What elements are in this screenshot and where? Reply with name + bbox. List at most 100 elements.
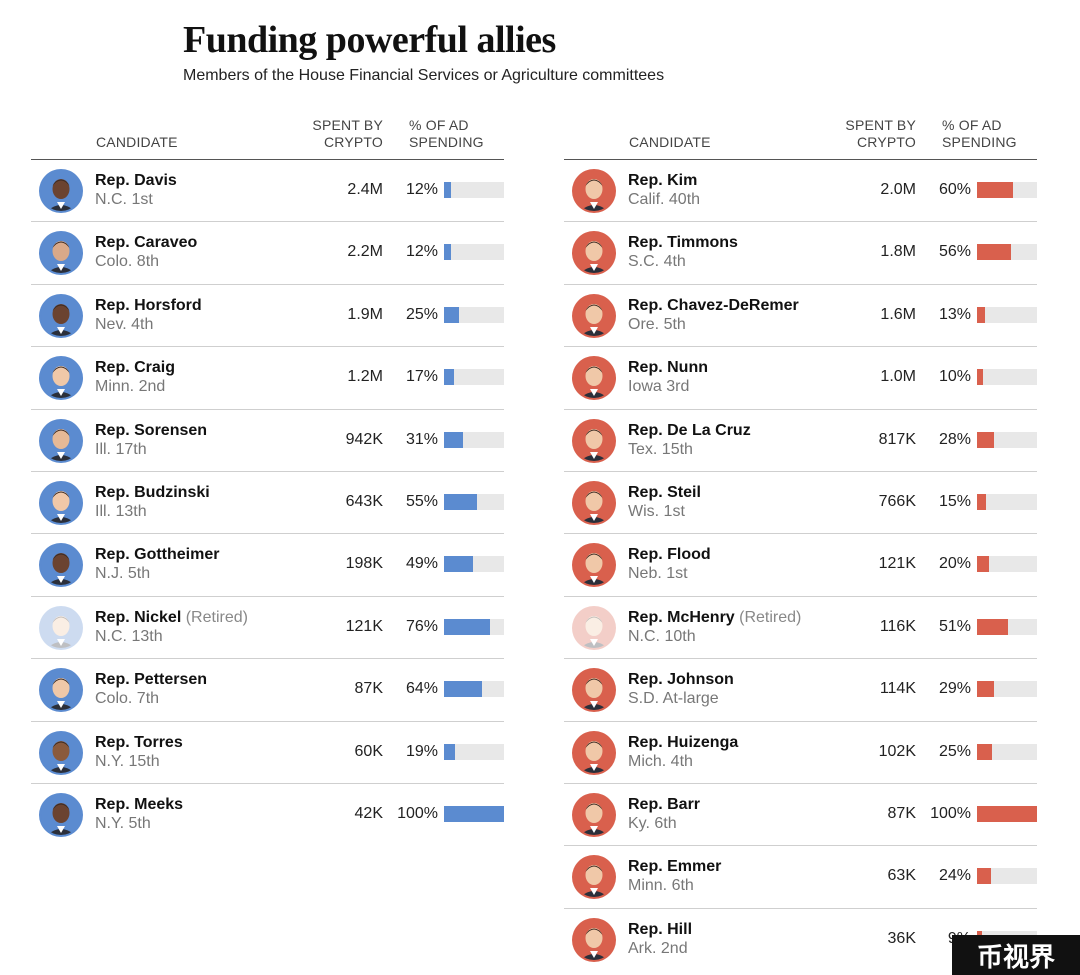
- candidate-portrait-icon: [39, 356, 83, 401]
- pct-bar: [977, 618, 1008, 635]
- candidate-name: Rep. Davis: [95, 172, 177, 190]
- candidate-name-text: Rep. Budzinski: [95, 483, 210, 501]
- table-row: Rep. Caraveo Colo. 8th 2.2M 12%: [31, 222, 504, 285]
- pct-bar-track: [977, 369, 1037, 386]
- candidate-name: Rep. Barr: [628, 796, 700, 814]
- spent-value: 87K: [354, 680, 383, 698]
- candidate-district: Tex. 15th: [628, 440, 693, 458]
- candidate-portrait-icon: [572, 418, 616, 463]
- spent-value: 121K: [345, 617, 383, 635]
- header-candidate: CANDIDATE: [96, 134, 178, 150]
- pct-bar: [444, 369, 455, 386]
- watermark-logo: 币视界: [952, 935, 1080, 975]
- pct-bar-track: [977, 681, 1037, 698]
- pct-bar: [444, 182, 452, 198]
- candidate-district: Neb. 1st: [628, 565, 688, 583]
- spent-value: 198K: [345, 555, 383, 573]
- candidate-portrait-icon: [572, 356, 616, 401]
- chart-title: Funding powerful allies: [183, 19, 556, 61]
- table-row: Rep. Huizenga Mich. 4th 102K 25%: [564, 722, 1037, 784]
- pct-bar-track: [444, 805, 504, 822]
- candidate-name: Rep. Torres: [95, 734, 183, 752]
- pct-bar: [977, 868, 992, 885]
- candidate-portrait-icon: [572, 543, 616, 588]
- candidate-name-text: Rep. Horsford: [95, 296, 202, 314]
- pct-bar-track: [444, 369, 504, 386]
- candidate-name-text: Rep. Johnson: [628, 671, 734, 689]
- table-row: Rep. Davis N.C. 1st 2.4M 12%: [31, 160, 504, 223]
- candidate-district: N.C. 1st: [95, 191, 153, 208]
- spent-value: 114K: [879, 680, 916, 698]
- pct-bar: [444, 681, 483, 698]
- candidate-name: Rep. Caraveo: [95, 234, 197, 252]
- table-row: Rep. Nickel (Retired) N.C. 13th 121K 76%: [31, 597, 504, 660]
- candidate-portrait-icon: [39, 668, 83, 713]
- spent-value: 36K: [887, 929, 916, 947]
- candidate-name: Rep. Craig: [95, 359, 175, 377]
- candidate-district: Minn. 6th: [628, 877, 694, 895]
- candidate-name-text: Rep. McHenry: [628, 608, 735, 626]
- candidate-name: Rep. De La Cruz: [628, 422, 751, 440]
- pct-bar: [444, 244, 452, 261]
- table-row: Rep. Meeks N.Y. 5th 42K 100%: [31, 784, 504, 845]
- table-row: Rep. De La Cruz Tex. 15th 817K 28%: [564, 410, 1037, 472]
- spent-value: 63K: [887, 867, 916, 885]
- pct-bar: [444, 431, 463, 448]
- candidate-portrait-icon: [39, 293, 83, 338]
- candidate-name: Rep. Timmons: [628, 234, 738, 252]
- candidate-name-text: Rep. Caraveo: [95, 234, 198, 252]
- spent-value: 942K: [345, 430, 383, 448]
- candidate-portrait-icon: [39, 169, 83, 213]
- pct-label: 51%: [938, 617, 971, 635]
- pct-label: 17%: [405, 368, 438, 386]
- table-row: Rep. Kim Calif. 40th 2.0M 60%: [564, 160, 1037, 223]
- pct-bar: [444, 556, 474, 573]
- header-spent: SPENT BY CRYPTO: [312, 117, 383, 150]
- spent-value: 102K: [878, 742, 916, 760]
- header-pct: % OF AD SPENDING: [942, 117, 1017, 150]
- candidate-name-text: Rep. Craig: [95, 359, 176, 377]
- candidate-name-text: Rep. Huizenga: [628, 733, 739, 751]
- pct-bar-track: [977, 431, 1037, 448]
- table-row: Rep. Budzinski Ill. 13th 643K 55%: [31, 472, 504, 535]
- pct-bar-track: [444, 556, 504, 573]
- pct-bar-track: [444, 306, 504, 323]
- spent-value: 121K: [878, 555, 916, 573]
- candidate-district: S.D. At-large: [628, 690, 719, 708]
- spent-value: 1.9M: [347, 305, 383, 323]
- candidate-portrait-icon: [572, 169, 616, 213]
- candidate-district: N.J. 5th: [95, 565, 151, 583]
- democrat-table: CANDIDATE SPENT BY CRYPTO % OF AD SPENDING…: [31, 0, 504, 975]
- candidate-name: Rep. Meeks: [95, 796, 183, 814]
- candidate-name: Rep. Kim: [628, 172, 697, 190]
- pct-bar: [977, 743, 992, 760]
- candidate-name: Rep. Chavez-DeRemer: [628, 297, 799, 315]
- retired-note: (Retired): [734, 608, 802, 626]
- pct-bar: [444, 306, 459, 323]
- pct-label: 25%: [938, 742, 971, 760]
- pct-label: 25%: [405, 305, 438, 323]
- spent-value: 2.0M: [880, 181, 916, 198]
- table-row: Rep. Steil Wis. 1st 766K 15%: [564, 472, 1037, 535]
- pct-label: 20%: [938, 555, 971, 573]
- pct-bar-track: [444, 618, 504, 635]
- spent-value: 1.8M: [880, 243, 916, 261]
- table-row: Rep. Chavez-DeRemer Ore. 5th 1.6M 13%: [564, 285, 1037, 348]
- pct-label: 15%: [938, 492, 971, 510]
- pct-label: 12%: [405, 181, 438, 198]
- spent-value: 643K: [345, 492, 383, 510]
- candidate-name: Rep. Nickel (Retired): [95, 609, 248, 627]
- pct-label: 100%: [397, 804, 438, 822]
- pct-label: 10%: [938, 368, 971, 386]
- candidate-district: N.C. 13th: [95, 627, 163, 645]
- candidate-portrait-icon: [39, 231, 83, 276]
- candidate-name: Rep. McHenry (Retired): [628, 609, 801, 627]
- candidate-name-text: Rep. Chavez-DeRemer: [628, 296, 799, 314]
- pct-label: 28%: [938, 430, 971, 448]
- header-candidate: CANDIDATE: [629, 134, 711, 150]
- pct-bar-track: [977, 182, 1037, 198]
- pct-label: 49%: [405, 555, 438, 573]
- spent-value: 817K: [878, 430, 916, 448]
- pct-bar-track: [444, 493, 504, 510]
- spent-value: 2.4M: [347, 181, 383, 198]
